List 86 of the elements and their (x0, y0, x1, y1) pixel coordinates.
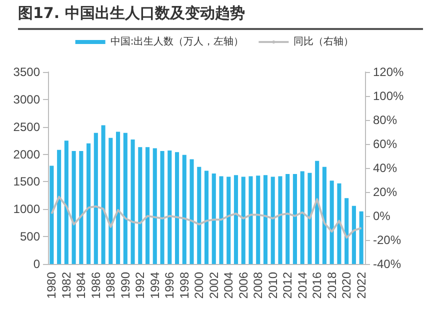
x-tick-label: 2014 (295, 272, 310, 299)
legend-label: 同比（右轴） (294, 36, 354, 48)
bar (108, 138, 113, 264)
y2-tick-label: 40% (373, 161, 398, 175)
bar (226, 176, 231, 264)
x-tick-label: 1996 (162, 272, 177, 299)
x-tick-label: 2004 (222, 272, 236, 299)
bar (300, 171, 304, 264)
bar (94, 132, 98, 264)
x-tick-label: 1982 (59, 272, 74, 299)
bar (241, 176, 246, 264)
bar (50, 166, 54, 264)
x-tick-label: 2020 (340, 272, 354, 299)
line-series (50, 196, 362, 239)
y2-tick-label: 0% (373, 209, 391, 223)
y2-tick-label: 120% (373, 65, 404, 79)
y2-tick-label: -40% (373, 257, 402, 271)
y-tick-label: 1500 (13, 174, 40, 189)
y-tick-label: 1000 (13, 202, 40, 216)
bar (270, 176, 275, 264)
x-tick-label: 2010 (266, 272, 280, 299)
bar (344, 198, 349, 264)
bar (57, 150, 62, 264)
x-tick-label: 1980 (44, 272, 59, 299)
y-tick-label: 500 (20, 230, 40, 244)
bar (101, 125, 106, 264)
bar (152, 148, 157, 264)
bar (182, 154, 186, 264)
bar (337, 183, 342, 264)
x-tick-label: 2018 (324, 272, 339, 299)
bar (145, 147, 150, 264)
bar (116, 132, 120, 264)
x-tick-label: 2002 (206, 272, 221, 299)
bar (138, 147, 142, 264)
chart-title: 图17. 中国出生人口数及变动趋势 (18, 4, 245, 23)
bar (248, 176, 253, 264)
y2-tick-label: 80% (373, 113, 398, 127)
y2-tick-label: 60% (373, 137, 398, 151)
bar (359, 211, 364, 264)
bar (168, 150, 172, 264)
bar (123, 132, 128, 264)
bar (204, 170, 209, 264)
y2-tick-label: 100% (373, 89, 404, 103)
y-tick-label: 2500 (13, 120, 40, 134)
bar (292, 174, 297, 264)
bar (64, 140, 68, 264)
bar (212, 173, 216, 264)
x-tick-label: 1984 (74, 272, 88, 299)
x-tick-label: 2022 (354, 272, 368, 299)
bar (86, 143, 91, 264)
x-tick-label: 2016 (310, 272, 324, 299)
bar (72, 150, 76, 264)
bar (197, 166, 202, 264)
x-tick-label: 1994 (148, 272, 162, 299)
y-tick-label: 2000 (13, 147, 40, 162)
bar (308, 172, 312, 264)
x-tick-label: 1992 (133, 272, 148, 299)
x-tick-label: 2000 (192, 272, 206, 299)
bar (79, 150, 84, 264)
bar (286, 174, 290, 264)
x-tick-label: 2008 (251, 272, 266, 299)
bar (330, 180, 334, 264)
y-tick-label: 3500 (13, 65, 40, 79)
bar (234, 175, 238, 264)
x-tick-label: 1986 (88, 272, 103, 299)
bar (160, 150, 164, 264)
x-tick-label: 1998 (177, 272, 192, 299)
x-tick-label: 1990 (118, 272, 132, 299)
bar (278, 176, 282, 264)
bar (315, 160, 320, 264)
legend-label: 中国:出生人数（万人，左轴） (110, 36, 244, 48)
x-tick-label: 1988 (104, 272, 118, 299)
bar (256, 176, 260, 264)
y2-tick-label: -20% (373, 233, 402, 247)
x-tick-label: 2006 (236, 272, 250, 299)
x-tick-label: 2012 (280, 272, 295, 299)
y-tick-label: 0 (33, 257, 40, 271)
bar (174, 152, 180, 264)
y-tick-label: 3000 (13, 92, 40, 106)
bar (190, 159, 194, 264)
y2-tick-label: 20% (373, 185, 398, 199)
bar (322, 166, 326, 264)
bar (130, 139, 135, 264)
bar (352, 206, 356, 264)
bar (219, 176, 224, 264)
bar (263, 175, 268, 264)
